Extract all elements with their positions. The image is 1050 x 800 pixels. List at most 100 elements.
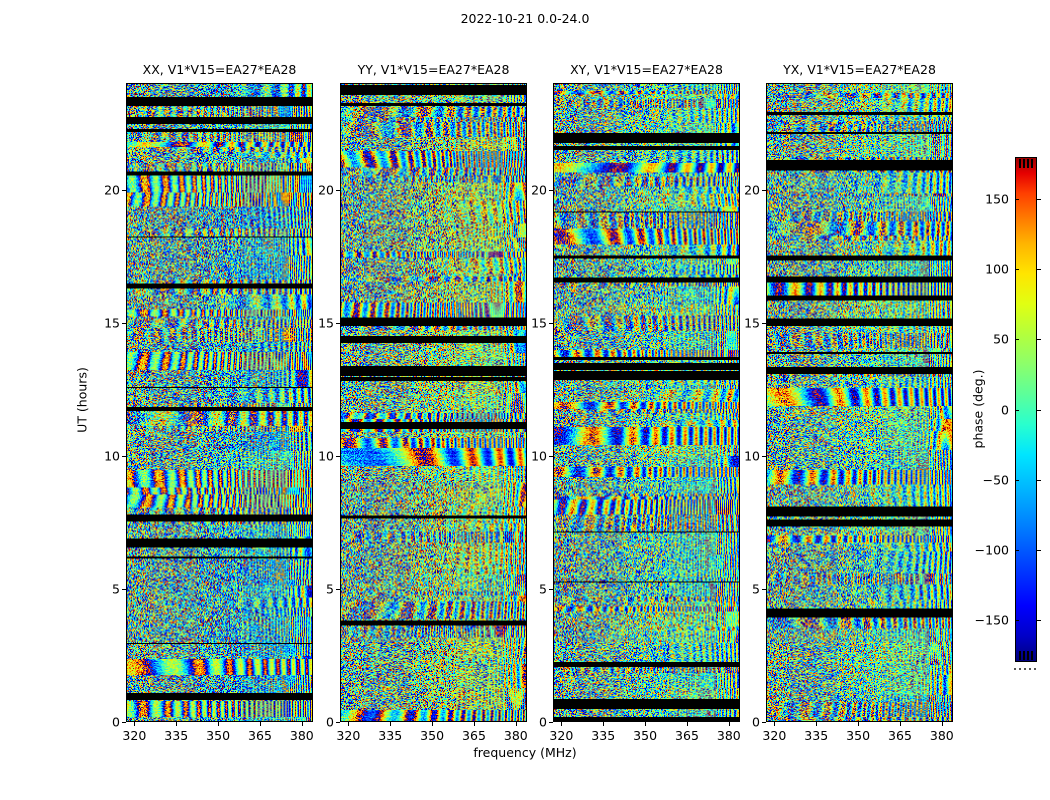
panel-xy-ytickmark: [549, 322, 553, 324]
panel-yx-xtick-label: 320: [762, 728, 787, 743]
panel-yx-ytick-label: 5: [752, 581, 760, 597]
panel-xx-xtickmark: [176, 722, 178, 726]
panel-xx-xtickmark: [301, 722, 303, 726]
panel-yy-xtickmark: [473, 722, 475, 726]
panel-yx-xtickmark: [899, 722, 901, 726]
panel-xy-xtickmark: [645, 722, 647, 726]
panel-yy-ytick-label: 0: [326, 714, 334, 730]
panel-xx-xtick-label: 365: [248, 728, 272, 743]
panel-xy-ytick-label: 0: [539, 714, 547, 730]
panel-yx-xtickmark: [858, 722, 860, 726]
panel-xx-ytick-label: 5: [112, 581, 120, 597]
panel-yy-ytick-label: 10: [318, 448, 334, 464]
colorbar-label: phase (deg.): [970, 369, 986, 449]
panel-xy-xtick-label: 320: [549, 728, 574, 743]
panel-xy-xtickmark: [686, 722, 688, 726]
panel-yy-title: YY, V1*V15=EA27*EA28: [357, 62, 510, 77]
colorbar-tick-label: 100: [985, 261, 1009, 277]
panel-yx-ytickmark: [762, 722, 766, 723]
colorbar-tickmark: [1037, 619, 1041, 621]
panel-xx-waterfall-image: [127, 84, 312, 721]
colorbar-tickmark-inner: [1015, 409, 1019, 411]
panel-yx-ytick-label: 0: [752, 714, 760, 730]
colorbar-tickmark: [1037, 479, 1041, 481]
panel-xy-waterfall-image: [554, 84, 739, 721]
colorbar: 150 100 50 0 −50 −100 −150: [975, 157, 1041, 662]
colorbar-tickmark: [1037, 339, 1041, 341]
colorbar-tickmark-inner: [1015, 269, 1019, 271]
panel-xy-ytickmark: [549, 722, 553, 723]
figure-suptitle: 2022-10-21 0.0-24.0: [460, 11, 590, 26]
panel-xy-title: XY, V1*V15=EA27*EA28: [570, 62, 723, 77]
panel-xy-ytick-label: 20: [531, 182, 547, 197]
panel-yy-xtick-label: 335: [378, 728, 403, 743]
colorbar-tick-label: −50: [982, 472, 1009, 488]
panel-xy-ytickmark: [549, 189, 553, 191]
panel-xy: XY, V1*V15=EA27*EA28 0 5 10 15 20 320 335 350 365…: [531, 62, 741, 743]
panel-xx-ytick-label: 20: [104, 182, 120, 197]
panel-yy-ytick-label: 15: [318, 315, 334, 331]
panel-yx-ytick-label: 10: [744, 448, 760, 464]
panel-yx-axes: [766, 83, 953, 722]
panel-yx-ytick-label: 20: [744, 182, 760, 197]
panel-xy-xtickmark: [561, 722, 563, 726]
panel-yy-ytick-label: 20: [318, 182, 334, 197]
panel-yy-ytickmark: [336, 189, 340, 191]
panel-yy-ytickmark: [336, 722, 340, 723]
panel-xx-xtick-label: 350: [206, 728, 231, 743]
panel-yy-ytickmark: [336, 322, 340, 324]
panel-xx-xtick-label: 320: [122, 728, 147, 743]
panel-yy-xtickmark: [432, 722, 434, 726]
panel-yy-xtickmark: [515, 722, 517, 726]
colorbar-tickmark: [1037, 199, 1041, 201]
panel-yy-xtickmark: [348, 722, 350, 726]
panel-yy-ytickmark: [336, 588, 340, 590]
panel-xx: XX, V1*V15=EA27*EA28 0 5 10 15 20 320 335 350 365…: [104, 62, 314, 743]
panel-xy-xtick-label: 380: [716, 728, 741, 743]
colorbar-tickmark-inner: [1015, 549, 1019, 551]
colorbar-over-hatch: [1017, 159, 1035, 168]
panel-xy-xtick-label: 350: [633, 728, 658, 743]
colorbar-under-hatch: [1017, 651, 1035, 660]
colorbar-tick-label: 0: [1001, 402, 1009, 417]
panel-yx-xtickmark: [816, 722, 818, 726]
panel-xx-ytick-label: 15: [104, 315, 120, 331]
panel-xy-xtickmark: [603, 722, 605, 726]
panel-xy-ytick-label: 15: [531, 315, 547, 331]
colorbar-tick-label: −100: [974, 542, 1009, 558]
panel-yx-title: YX, V1*V15=EA27*EA28: [783, 62, 936, 77]
panel-yy: YY, V1*V15=EA27*EA28 0 5 10 15 20 320 335 350 365…: [318, 62, 528, 743]
colorbar-tickmark-inner: [1015, 199, 1019, 201]
panel-xy-ytickmark: [549, 588, 553, 590]
panel-yy-axes: [340, 83, 527, 722]
panel-xy-xtickmark: [728, 722, 730, 726]
colorbar-tick-label: 150: [985, 191, 1009, 207]
panel-yy-xtick-label: 365: [462, 728, 486, 743]
panel-xy-xtick-label: 365: [675, 728, 699, 743]
colorbar-tick-label: −150: [974, 612, 1009, 628]
panel-xx-ytickmark: [122, 722, 126, 723]
panel-yy-xtick-label: 380: [503, 728, 528, 743]
panel-yx-ytickmark: [762, 322, 766, 324]
panel-yx-ytickmark: [762, 455, 766, 457]
panel-yy-ytick-label: 5: [326, 581, 334, 597]
panel-xy-xtick-label: 335: [591, 728, 616, 743]
panel-xx-xtickmark: [218, 722, 220, 726]
panel-xx-xtick-label: 335: [164, 728, 189, 743]
colorbar-tickmark-inner: [1015, 339, 1019, 341]
panel-yy-xtick-label: 320: [336, 728, 361, 743]
panel-yy-xtick-label: 350: [420, 728, 445, 743]
panel-yx-xtickmark: [774, 722, 776, 726]
panel-yy-waterfall-image: [341, 84, 526, 721]
colorbar-footer-dots: [1014, 668, 1040, 671]
panel-xx-xtick-label: 380: [289, 728, 314, 743]
panel-yx-xtickmark: [941, 722, 943, 726]
panel-yx-ytickmark: [762, 588, 766, 590]
colorbar-tickmark: [1037, 269, 1041, 271]
panel-xy-axes: [553, 83, 740, 722]
colorbar-tickmark-inner: [1015, 619, 1019, 621]
panel-xx-ytick-label: 10: [104, 448, 120, 464]
panel-xx-ytick-label: 0: [112, 714, 120, 730]
panel-xx-title: XX, V1*V15=EA27*EA28: [142, 62, 297, 77]
panel-yx-ytickmark: [762, 189, 766, 191]
